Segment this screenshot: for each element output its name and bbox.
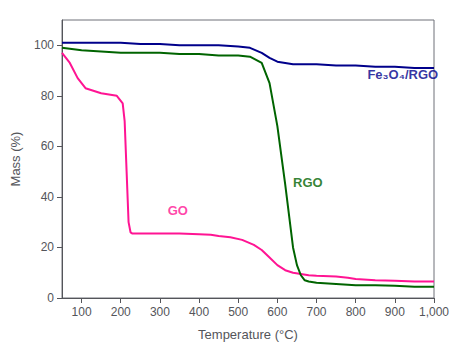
svg-text:300: 300 (150, 305, 170, 319)
svg-text:100: 100 (72, 305, 92, 319)
svg-text:Temperature (°C): Temperature (°C) (198, 327, 298, 342)
svg-text:40: 40 (41, 190, 55, 204)
svg-text:20: 20 (41, 240, 55, 254)
svg-text:1,000: 1,000 (419, 305, 449, 319)
svg-text:Fe₃O₄/RGO: Fe₃O₄/RGO (367, 66, 439, 82)
svg-text:80: 80 (41, 89, 55, 103)
svg-text:Mass (%): Mass (%) (8, 132, 23, 187)
svg-text:60: 60 (41, 139, 55, 153)
svg-text:100: 100 (34, 38, 54, 52)
svg-text:700: 700 (307, 305, 327, 319)
svg-text:600: 600 (267, 305, 287, 319)
svg-text:400: 400 (189, 305, 209, 319)
svg-text:0: 0 (47, 291, 54, 305)
svg-text:RGO: RGO (293, 175, 323, 190)
svg-text:800: 800 (346, 305, 366, 319)
svg-text:500: 500 (228, 305, 248, 319)
svg-text:900: 900 (385, 305, 405, 319)
svg-text:GO: GO (168, 203, 188, 218)
svg-text:200: 200 (111, 305, 131, 319)
